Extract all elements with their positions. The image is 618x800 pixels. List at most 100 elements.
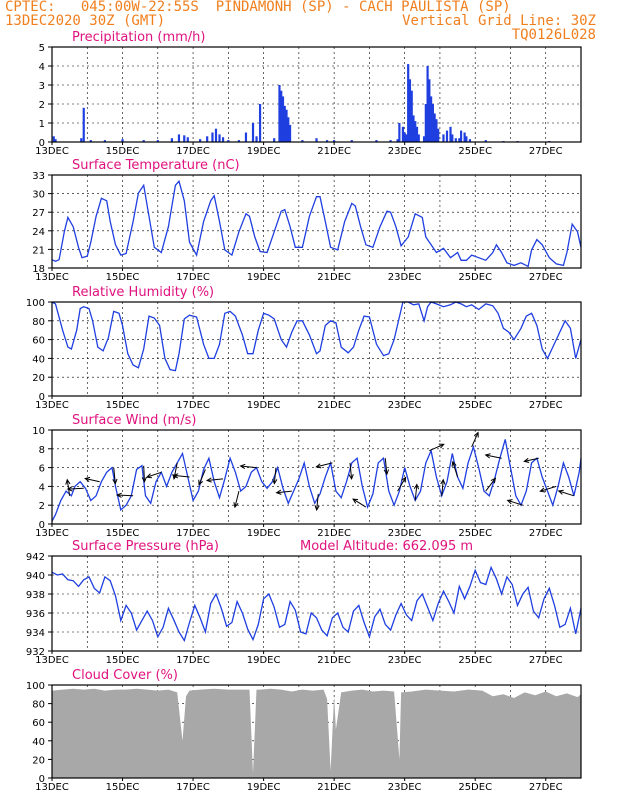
wind-vector [441,479,444,496]
x-tick-label: 19DEC [247,655,281,666]
panel-title: Relative Humidity (%) [72,285,214,300]
precipitation-bar [214,128,218,142]
precipitation-bar [350,140,353,142]
y-tick-label: 0 [39,520,45,531]
precipitation-bar [285,109,288,142]
y-tick-label: 80 [32,700,45,711]
wind-vector-head [272,478,278,485]
wind-vector [240,465,257,469]
precipitation-bar [424,104,427,142]
x-tick-label: 21DEC [317,782,351,793]
x-tick-label: 15DEC [106,528,140,539]
x-tick-label: 17DEC [176,528,210,539]
wind-vector-head [239,463,246,470]
y-tick-label: 0 [39,774,45,785]
precipitation-bar [237,140,241,142]
precipitation-bar [80,138,83,142]
x-tick-label: 27DEC [529,400,563,411]
precipitation-bar [422,136,426,142]
wind-vector [507,499,523,506]
wind-vector-head [115,492,122,498]
x-tick-label: 19DEC [247,272,281,283]
wind-vector [352,498,367,508]
precipitation-bar [415,126,419,142]
y-tick-label: 20 [32,755,45,766]
x-tick-label: 21DEC [317,528,351,539]
precipitation-bar [408,79,412,142]
wind-vector-head [539,487,546,493]
y-tick-label: 60 [32,718,45,729]
precipitation-bar [273,138,276,142]
y-tick-label: 2 [39,501,45,512]
y-tick-label: 934 [26,628,45,639]
wind-vector-head [352,498,359,504]
wind-vector-head [451,460,457,467]
panel-frame [51,555,582,652]
y-tick-label: 938 [26,590,45,601]
wind-vector-head [84,476,91,482]
wind-vector-head [440,478,446,485]
x-tick-label: 27DEC [529,528,563,539]
y-tick-label: 4 [39,482,45,493]
wind-vector-head [401,476,407,483]
y-tick-label: 940 [26,571,45,582]
x-tick-label: 21DEC [317,146,351,157]
precipitation-bar [89,140,92,142]
wind-vector [524,457,539,462]
y-tick-label: 24 [32,227,45,238]
panel-title: Cloud Cover (%) [72,668,178,683]
wind-vector-head [65,478,71,485]
x-tick-label: 27DEC [529,782,563,793]
vertical-grid-label: Vertical Grid Line: 30Z [402,13,596,29]
y-tick-label: 0 [39,392,45,403]
wind-vector-head [315,463,322,469]
precipitation-bar [484,140,487,142]
wind-vector [485,477,496,492]
precipitation-bar [288,124,292,142]
panel-title: Surface Temperature (nC) [72,158,240,173]
y-tick-label: 20 [32,373,45,384]
panel-frame [51,174,582,269]
precipitation-bar [281,96,285,142]
precipitation-bar [333,140,336,142]
wind-vector [471,432,479,448]
precipitation-bar [459,130,463,142]
panel-title: Precipitation (mm/h) [72,30,205,45]
wind-vector-head [66,486,73,492]
precipitation-bar [244,132,248,142]
precipitation-bar [221,137,225,142]
precipitation-bar [218,134,221,142]
wind-vector [558,490,575,497]
precipitation-bar [398,123,401,142]
precipitation-bar [435,119,438,142]
precipitation-bar [206,136,209,142]
x-tick-label: 25DEC [458,528,492,539]
precipitation-bar [451,134,454,142]
x-tick-label: 13DEC [35,400,69,411]
wind-vector-head [233,502,239,509]
x-tick-label: 21DEC [317,655,351,666]
x-tick-label: 27DEC [529,146,563,157]
series-line [51,565,582,643]
wind-vector [485,454,502,459]
wind-vector-head [172,473,179,479]
precipitation-bar [287,117,290,142]
wind-vector [173,474,190,478]
x-tick-label: 19DEC [247,146,281,157]
y-tick-label: 936 [26,609,45,620]
wind-vector-head [198,479,204,486]
x-tick-label: 17DEC [176,655,210,666]
wind-vector [384,458,388,475]
cloud-cover-area [52,688,581,778]
precipitation-bar [156,140,159,142]
run-time-label: 13DEC2020 30Z (GMT) [5,13,166,29]
wind-vector [67,487,84,490]
precipitation-bar [283,105,286,142]
x-tick-label: 25DEC [458,272,492,283]
precipitation-bar [449,126,452,142]
y-tick-label: 18 [32,264,45,275]
precipitation-bar [54,139,57,142]
x-tick-label: 27DEC [529,655,563,666]
x-tick-label: 25DEC [458,400,492,411]
